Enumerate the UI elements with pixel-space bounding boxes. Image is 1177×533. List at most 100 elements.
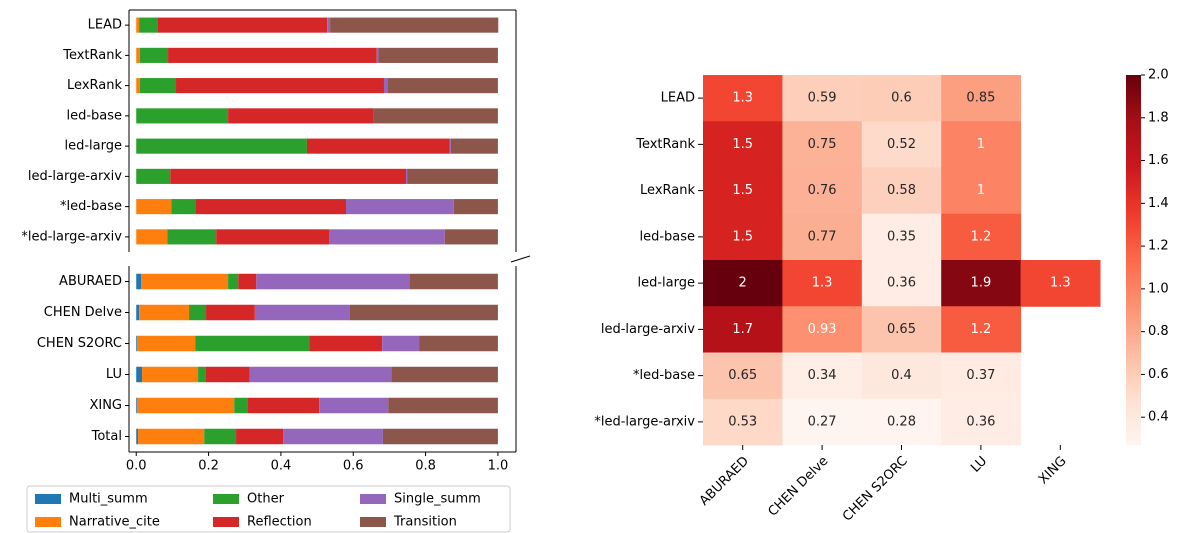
y-tick-label: led-base [639,229,695,244]
cell-label: 1.9 [971,276,992,291]
bar-segment [136,304,140,321]
bar-segment [406,168,408,184]
bar-segment [373,108,498,124]
y-tick-label: led-large-arxiv [28,169,122,184]
bar-segment [136,273,142,290]
y-tick-label: *led-base [60,199,122,214]
bar-segment [139,17,158,33]
heatmap-cell [782,352,863,400]
cell-label: 1.2 [971,229,992,244]
colorbar-tick-label: 1.6 [1148,153,1169,168]
bar-segment [388,397,498,414]
bar-segment [306,138,450,154]
bar-segment [176,78,384,94]
colorbar-tick-label: 1.2 [1148,239,1169,254]
colorbar-tick-label: 0.6 [1148,367,1169,382]
bar-segment [228,273,239,290]
heatmap-cell [782,398,863,446]
heatmap-cell [703,352,783,400]
heatmap-cell [861,213,942,261]
bar-segment [387,78,498,94]
cell-label: 0.85 [966,91,995,106]
heatmap-cell [861,121,942,168]
legend-label: Multi_summ [69,492,148,507]
bar-segment [136,78,140,94]
heatmap-cell [941,306,1022,353]
heatmap-cell [941,167,1022,215]
bar-segment [247,397,320,414]
y-tick-label: CHEN S2ORC [37,336,122,351]
bar-segment [157,17,328,33]
legend-swatch [35,494,61,504]
colorbar-tick-label: 1.4 [1148,196,1169,211]
y-tick-label: *led-large-arxiv [21,229,122,244]
bar-segment [167,229,217,245]
heatmap-cell [1020,260,1101,307]
y-tick-label: Total [91,429,122,444]
x-tick-label: CHEN S2ORC [840,454,911,525]
legend-swatch [360,517,386,527]
bar-segment [189,304,207,321]
bar-segment [136,397,138,414]
x-tick-label: 0.6 [343,459,364,474]
bar-segment [168,47,377,63]
bar-segment [346,199,454,215]
bar-segment [136,138,307,154]
y-tick-label: TextRank [635,137,695,152]
legend-swatch [213,494,239,504]
cell-label: 0.36 [966,414,995,429]
heatmap-cell [941,75,1022,122]
bar-segment [383,78,388,94]
y-tick-label: LU [106,367,122,382]
y-tick-label: led-large [638,276,696,291]
bar-segment [378,47,498,63]
cell-label: 1.5 [732,229,753,244]
cell-label: 0.93 [808,322,837,337]
bar-segment [449,138,451,154]
x-tick-label: 0.2 [198,459,219,474]
bar-segment [206,304,255,321]
cell-label: 1.3 [732,91,753,106]
bar-segment [136,199,172,215]
bar-segment [198,366,206,383]
cell-label: 0.35 [887,229,916,244]
heatmap-cell [941,213,1022,261]
y-tick-label: LEAD [661,91,695,106]
bar-segment [139,78,177,94]
y-tick-label: led-large [65,139,123,154]
x-tick-label: 0.0 [126,459,147,474]
cell-label: 1.5 [732,183,753,198]
x-tick-label: CHEN Delve [765,454,831,520]
bar-segment [139,47,169,63]
cell-label: 1 [977,137,985,152]
cell-label: 0.36 [887,276,916,291]
x-tick-label: 1.0 [488,459,509,474]
heatmap-cell [861,352,942,400]
bar-segment [136,428,139,445]
bar-segment [171,199,196,215]
bar-segment [391,366,498,383]
bar-segment [137,335,196,352]
colorbar-tick-label: 0.4 [1148,410,1169,425]
heatmap-cell [941,260,1022,307]
heatmap-cell [782,213,863,261]
legend-box [26,485,511,533]
bar-segment [444,229,498,245]
bar-segment [254,304,350,321]
cell-label: 1.3 [812,276,833,291]
cell-label: 0.52 [887,137,916,152]
y-tick-label: CHEN Delve [44,305,122,320]
cell-label: 0.37 [966,368,995,383]
y-tick-label: led-large-arxiv [601,322,695,337]
bar-segment [204,428,237,445]
x-tick-label: ABURAED [697,454,752,509]
cell-label: 0.75 [808,137,837,152]
heatmap-cell [941,352,1022,400]
bar-segment [319,397,389,414]
y-tick-label: *led-large-arxiv [594,414,695,429]
bar-segment [450,138,498,154]
bar-segment [138,428,205,445]
bar-segment [205,366,250,383]
cell-label: 1.2 [971,322,992,337]
cell-label: 0.27 [808,414,837,429]
